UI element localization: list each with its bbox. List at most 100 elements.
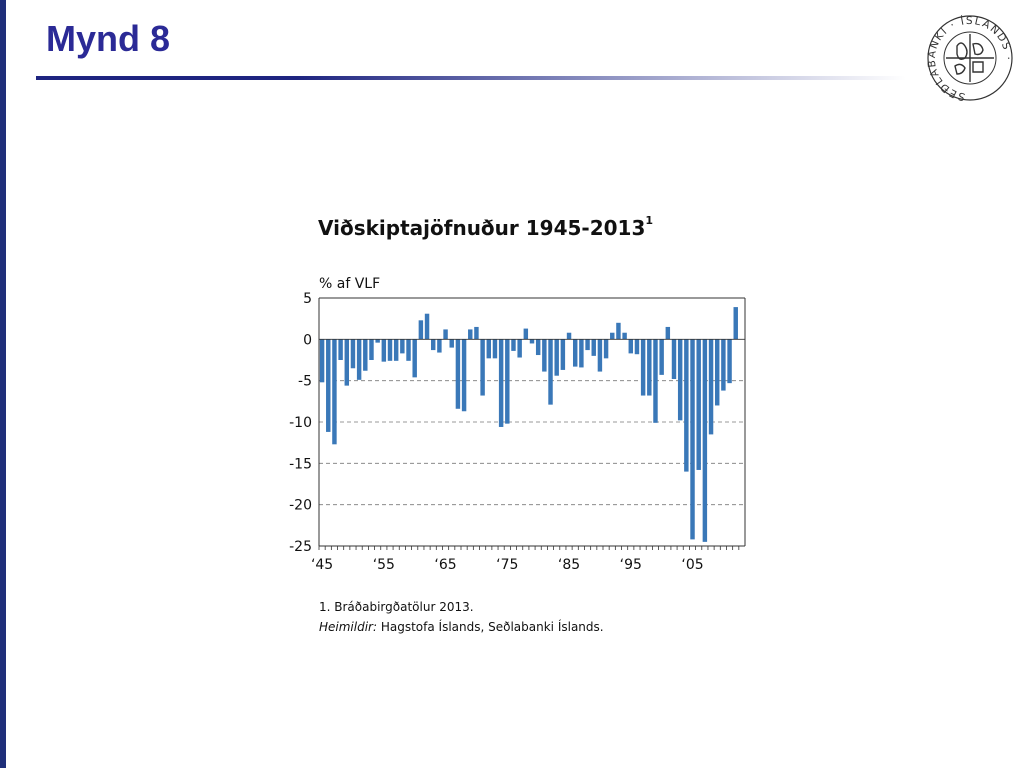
bar-1961 <box>418 320 424 340</box>
x-tick-label: ‘95 <box>620 557 642 573</box>
y-tick-label: -20 <box>289 498 312 514</box>
bar-1984 <box>560 339 566 370</box>
bar-1970 <box>474 326 479 340</box>
footnote: 1. Bráðabirgðatölur 2013. <box>319 600 474 614</box>
bar-1945 <box>319 339 325 383</box>
bar-1987 <box>579 339 584 368</box>
source-note: Heimildir: Hagstofa Íslands, Seðlabanki … <box>319 620 604 634</box>
bar-series <box>319 307 738 542</box>
bar-1992 <box>610 332 615 340</box>
y-tick-labels: 5 0 -5 -10 -15 -20 -25 <box>289 291 312 555</box>
bar-1963 <box>430 339 436 351</box>
bar-1999 <box>653 339 658 423</box>
title-underline-rule <box>36 76 906 80</box>
bar-1986 <box>572 339 578 367</box>
source-text: Hagstofa Íslands, Seðlabanki Íslands. <box>377 620 604 634</box>
y-tick-label: -15 <box>289 456 312 472</box>
bar-1947 <box>332 339 337 445</box>
bar-2006 <box>696 339 701 470</box>
bar-1965 <box>443 329 448 340</box>
bar-1991 <box>603 339 609 359</box>
bar-1966 <box>449 339 454 348</box>
bar-2010 <box>721 339 726 391</box>
bar-2000 <box>659 339 664 375</box>
x-tick-label: ‘05 <box>681 557 703 573</box>
bar-1946 <box>326 339 331 432</box>
bar-2007 <box>702 339 708 542</box>
bar-1954 <box>375 339 380 343</box>
x-tick-label: ‘85 <box>558 557 580 573</box>
bar-1983 <box>554 339 559 376</box>
bar-2012 <box>733 307 738 340</box>
y-axis-label: % af VLF <box>319 276 381 292</box>
bar-1988 <box>585 339 590 351</box>
bar-1964 <box>437 339 442 353</box>
x-tick-label: ‘55 <box>373 557 395 573</box>
bar-1968 <box>461 339 467 412</box>
bar-2009 <box>714 339 720 406</box>
bar-1998 <box>647 339 652 396</box>
bar-2008 <box>708 339 714 435</box>
bar-1969 <box>468 329 473 340</box>
chart-title-text: Viðskiptajöfnuður 1945-2013 <box>318 216 646 240</box>
x-tick-label: ‘75 <box>496 557 518 573</box>
slide-title: Mynd 8 <box>46 18 171 59</box>
y-tick-label: 0 <box>303 332 312 348</box>
bar-1967 <box>455 339 461 409</box>
bar-1976 <box>511 339 516 351</box>
axes <box>318 297 746 550</box>
bar-1972 <box>486 339 492 359</box>
chart-title-footnote-mark: 1 <box>645 214 654 227</box>
bar-1985 <box>566 332 572 340</box>
y-tick-label: -10 <box>289 415 312 431</box>
bar-2003 <box>677 339 683 421</box>
bar-1973 <box>492 339 498 359</box>
bar-1977 <box>517 339 522 358</box>
bar-1971 <box>480 339 485 396</box>
bar-1981 <box>542 339 547 372</box>
bar-1956 <box>387 339 393 361</box>
y-tick-label: -25 <box>289 539 312 555</box>
bar-1975 <box>505 339 510 424</box>
bar-1952 <box>363 339 368 371</box>
bar-1978 <box>523 328 529 340</box>
bar-2002 <box>671 339 677 380</box>
gridlines <box>319 380 745 506</box>
bar-1962 <box>424 313 430 340</box>
bar-1950 <box>350 339 356 369</box>
bar-1980 <box>535 339 541 356</box>
bar-1997 <box>640 339 646 396</box>
bar-1953 <box>369 339 374 360</box>
bar-1959 <box>406 339 411 361</box>
bar-2004 <box>684 339 689 472</box>
bar-1974 <box>498 339 504 427</box>
y-tick-label: -5 <box>298 374 312 390</box>
bar-1993 <box>616 322 621 340</box>
bar-1960 <box>412 339 417 378</box>
bar-1955 <box>381 339 387 362</box>
bar-1990 <box>597 339 603 372</box>
bar-2011 <box>727 339 732 384</box>
chart-title: Viðskiptajöfnuður 1945-20131 <box>318 214 654 240</box>
bar-2001 <box>665 326 671 340</box>
bar-1957 <box>393 339 399 361</box>
bar-1949 <box>344 339 350 386</box>
bar-1982 <box>548 339 553 405</box>
y-tick-label: 5 <box>303 291 312 307</box>
slide-left-border <box>0 0 6 768</box>
bar-1994 <box>622 332 627 340</box>
x-tick-label: ‘65 <box>434 557 456 573</box>
bar-1995 <box>628 339 634 354</box>
bar-2005 <box>690 339 695 540</box>
bar-1989 <box>591 339 596 356</box>
source-label: Heimildir: <box>319 620 378 634</box>
bar-1948 <box>338 339 343 360</box>
x-tick-label: ‘45 <box>311 557 333 573</box>
bar-1958 <box>400 339 405 354</box>
bar-1979 <box>529 339 535 344</box>
x-tick-labels: ‘45 ‘55 ‘65 ‘75 ‘85 ‘95 ‘05 <box>311 557 704 573</box>
bar-1951 <box>356 339 362 380</box>
central-bank-logo: SEÐLABANKI · ÍSLANDS · <box>926 14 1013 102</box>
bar-1996 <box>634 339 640 355</box>
